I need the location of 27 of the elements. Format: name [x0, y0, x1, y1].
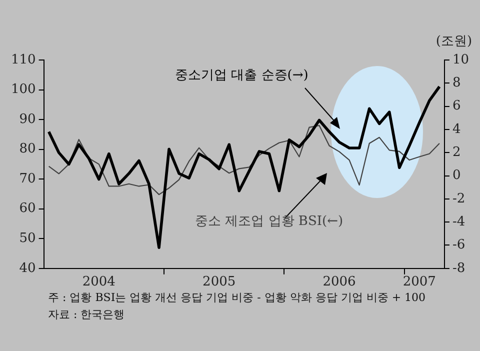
x-tick-label: 2007 [402, 274, 436, 290]
x-tick-label: 2006 [322, 274, 356, 290]
y2-tick-label: -8 [452, 260, 466, 276]
y-tick-label: 90 [19, 112, 36, 127]
y2-tick-label: 4 [452, 122, 461, 137]
x-tick-label: 2004 [82, 274, 116, 290]
y-tick-label: 110 [10, 52, 36, 68]
y-tick-label: 80 [19, 142, 36, 157]
y2-tick-label: 6 [452, 98, 461, 114]
y2-axis-title: (조원) [436, 34, 472, 49]
y2-tick-label: 2 [452, 144, 461, 160]
text: 자료 : 한국은행 [48, 307, 125, 322]
y2-tick-label: 0 [452, 168, 461, 184]
text: 중소기업 대출 순증(→) [175, 67, 308, 84]
y2-tick-label: -6 [452, 238, 466, 253]
y2-tick-label: 10 [452, 52, 470, 68]
y-tick-label: 50 [19, 231, 36, 246]
y-tick-label: 70 [19, 171, 36, 186]
y-tick-label: 40 [19, 260, 36, 276]
text: 중소 제조업 업황 BSI(←) [195, 213, 344, 230]
y2-tick-label: 8 [452, 76, 461, 91]
x-tick-label: 2005 [202, 274, 236, 290]
y-tick-label: 60 [19, 201, 36, 216]
y2-tick-label: -4 [452, 214, 466, 230]
text: 주 : 업황 BSI는 업황 개선 응답 기업 비중 - 업황 악화 응답 기업 비중 + 100 [48, 290, 426, 305]
y2-tick-label: -2 [452, 191, 466, 206]
y-tick-label: 100 [10, 82, 36, 98]
